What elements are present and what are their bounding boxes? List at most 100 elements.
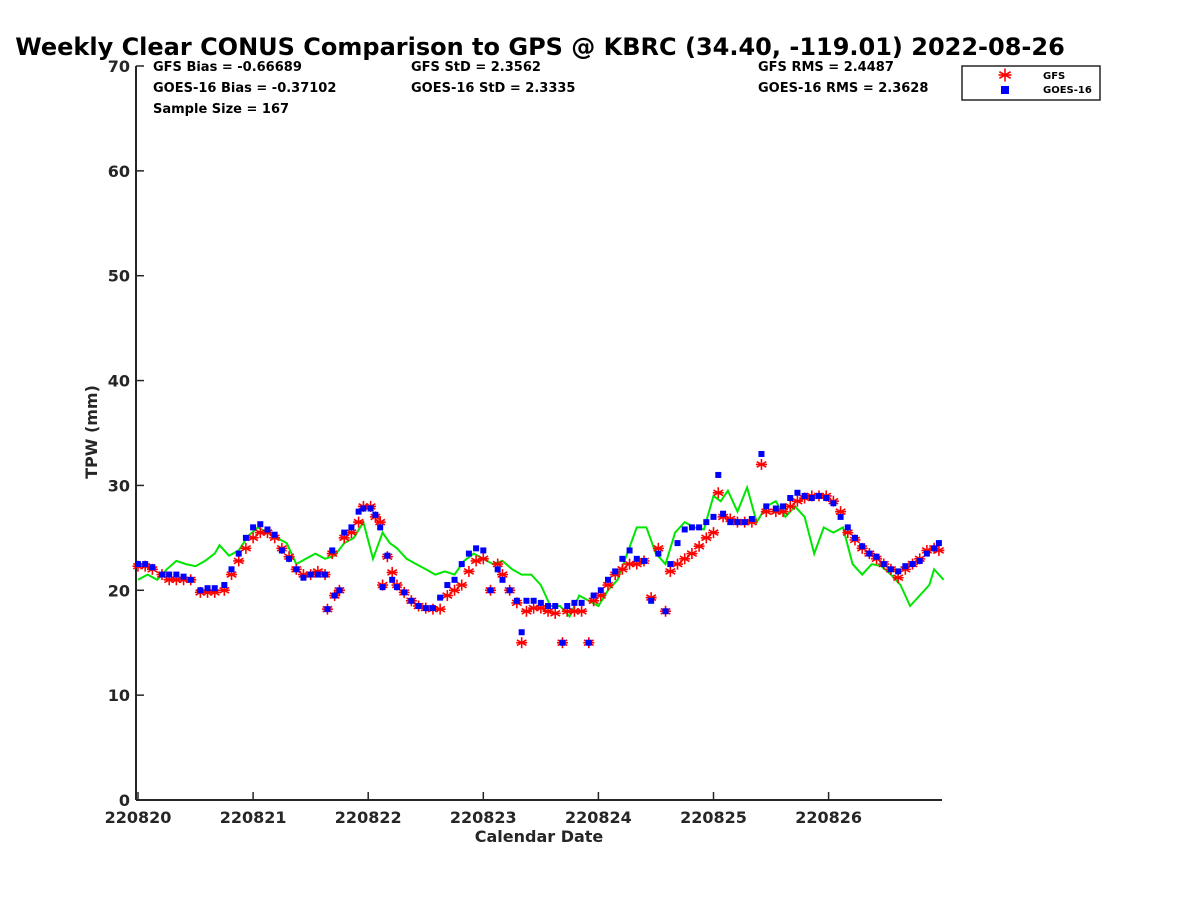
x-axis-label: Calendar Date — [475, 827, 604, 846]
data-point-gfs — [218, 584, 230, 596]
data-point-goes16 — [688, 524, 695, 531]
plot-axes — [135, 66, 942, 801]
x-tick-label: 220822 — [335, 808, 402, 827]
data-point-gfs — [712, 487, 724, 499]
legend-gfs-marker — [998, 68, 1012, 82]
data-point-goes16 — [149, 564, 156, 571]
stat-gfs-bias: GFS Bias = -0.66689 — [153, 60, 302, 75]
data-point-goes16 — [626, 547, 633, 554]
data-point-goes16 — [372, 511, 379, 518]
series-gfs — [132, 458, 945, 649]
data-point-goes16 — [367, 505, 374, 512]
data-point-goes16 — [681, 526, 688, 533]
legend-box — [961, 65, 1101, 101]
data-point-goes16 — [780, 503, 787, 510]
data-point-goes16 — [250, 524, 257, 531]
legend-goes-label: GOES-16 — [1043, 85, 1092, 96]
data-point-goes16 — [530, 597, 537, 604]
data-point-goes16 — [674, 540, 681, 547]
data-point-goes16 — [286, 555, 293, 562]
x-tick-label: 220820 — [105, 808, 172, 827]
data-point-goes16 — [451, 576, 458, 583]
data-point-gfs — [784, 500, 796, 512]
data-point-goes16 — [571, 599, 578, 606]
data-point-goes16 — [667, 561, 674, 568]
data-point-goes16 — [480, 547, 487, 554]
data-point-goes16 — [633, 555, 640, 562]
stat-goes-std: GOES-16 StD = 2.3335 — [411, 81, 575, 96]
data-point-goes16 — [158, 571, 165, 578]
data-point-goes16 — [763, 503, 770, 510]
data-point-gfs — [261, 527, 273, 539]
data-point-gfs — [345, 527, 357, 539]
data-point-gfs — [576, 605, 588, 617]
legend-asterisk-icon — [998, 68, 1012, 82]
data-point-gfs — [233, 555, 245, 567]
series-layer — [132, 450, 945, 649]
legend-gfs-label: GFS — [1043, 71, 1065, 82]
series-line-gps — [137, 484, 945, 619]
data-point-goes16 — [772, 505, 779, 512]
data-point-goes16 — [931, 545, 938, 552]
data-point-goes16 — [278, 547, 285, 554]
data-point-goes16 — [612, 568, 619, 575]
legend-square-icon — [1001, 86, 1009, 94]
data-point-gfs — [477, 553, 489, 565]
data-point-gfs — [664, 565, 676, 577]
data-point-gfs — [240, 542, 252, 554]
data-point-goes16 — [734, 519, 741, 526]
data-point-goes16 — [619, 555, 626, 562]
data-point-goes16 — [401, 589, 408, 596]
data-point-gfs — [434, 603, 446, 615]
data-point-goes16 — [640, 557, 647, 564]
data-point-goes16 — [506, 587, 513, 594]
data-point-goes16 — [393, 584, 400, 591]
data-point-goes16 — [585, 639, 592, 646]
y-tick-label: 70 — [108, 57, 130, 76]
x-tick-label: 220825 — [680, 808, 747, 827]
data-point-goes16 — [518, 629, 525, 636]
data-point-goes16 — [935, 540, 942, 547]
y-tick-label: 40 — [108, 372, 130, 391]
data-point-goes16 — [487, 587, 494, 594]
y-tick-label: 20 — [108, 581, 130, 600]
y-tick-label: 30 — [108, 476, 130, 495]
data-point-goes16 — [552, 603, 559, 610]
data-point-gfs — [312, 565, 324, 577]
data-point-goes16 — [494, 566, 501, 573]
data-point-goes16 — [204, 585, 211, 592]
data-point-gfs — [456, 579, 468, 591]
data-point-gfs — [672, 558, 684, 570]
data-point-goes16 — [180, 573, 187, 580]
data-point-gfs — [549, 607, 561, 619]
data-point-goes16 — [830, 500, 837, 507]
data-point-gfs — [700, 532, 712, 544]
data-point-goes16 — [348, 524, 355, 531]
y-tick-label: 10 — [108, 686, 130, 705]
data-point-gfs — [791, 495, 803, 507]
data-point-gfs — [247, 532, 259, 544]
data-point-goes16 — [135, 561, 141, 568]
data-point-goes16 — [322, 571, 329, 578]
data-point-goes16 — [902, 563, 909, 570]
data-point-goes16 — [545, 603, 552, 610]
data-point-goes16 — [648, 597, 655, 604]
legend-goes-marker — [1001, 86, 1009, 94]
data-point-goes16 — [787, 495, 794, 502]
y-tick-label: 0 — [119, 791, 130, 810]
data-point-gfs — [463, 565, 475, 577]
data-point-goes16 — [823, 495, 830, 502]
data-point-gfs — [693, 540, 705, 552]
data-point-goes16 — [564, 603, 571, 610]
data-point-goes16 — [341, 529, 348, 536]
data-point-goes16 — [523, 597, 530, 604]
data-point-goes16 — [429, 605, 436, 612]
series-goes16 — [135, 450, 942, 646]
data-point-goes16 — [324, 606, 331, 613]
data-point-goes16 — [604, 576, 611, 583]
data-point-goes16 — [513, 597, 520, 604]
data-point-goes16 — [887, 566, 894, 573]
data-point-goes16 — [859, 543, 866, 550]
data-point-goes16 — [221, 582, 228, 589]
